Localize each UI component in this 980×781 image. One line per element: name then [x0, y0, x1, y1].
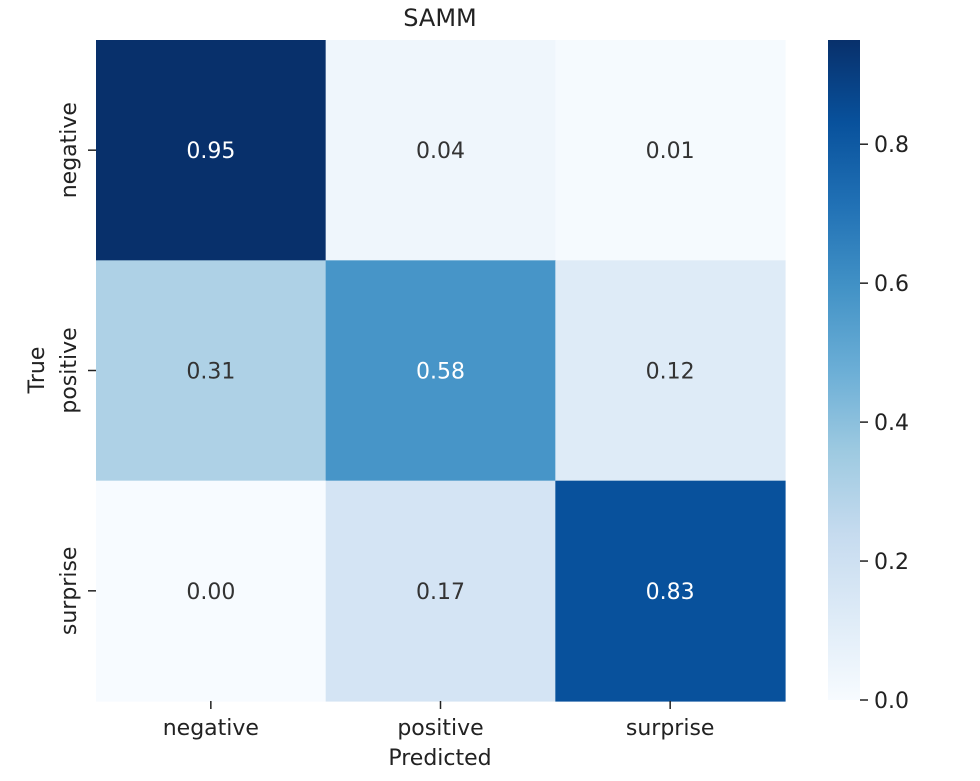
colorbar-tick-label: 0.6 — [874, 272, 909, 297]
cell-value-label: 0.83 — [646, 580, 695, 605]
heatmap-cell-surprise-negative — [96, 480, 327, 702]
heatmap-cell-positive-positive — [325, 260, 556, 482]
heatmap-cells — [96, 40, 786, 702]
colorbar-tick-label: 0.8 — [874, 133, 909, 158]
colorbar-tick-label: 0.0 — [874, 689, 909, 714]
heatmap-cell-positive-surprise — [555, 260, 786, 482]
x-tick-label: surprise — [626, 716, 715, 741]
heatmap-cell-negative-surprise — [555, 40, 786, 261]
chart-title: SAMM — [403, 4, 477, 32]
heatmap-cell-positive-negative — [96, 260, 327, 482]
x-axis: negative positive surprise — [163, 701, 715, 741]
heatmap-cell-negative-positive — [325, 40, 556, 261]
cell-value-label: 0.95 — [186, 139, 235, 164]
y-tick-label: surprise — [57, 547, 82, 636]
y-axis-label: True — [25, 347, 50, 395]
y-tick-label: negative — [57, 102, 82, 198]
colorbar-tick-label: 0.4 — [874, 411, 909, 436]
heatmap-cell-surprise-surprise — [555, 480, 786, 702]
cell-value-label: 0.04 — [416, 139, 465, 164]
heatmap-cell-surprise-positive — [325, 480, 556, 702]
x-tick-label: positive — [397, 716, 483, 741]
y-axis: negative positive surprise — [57, 102, 96, 635]
cell-value-label: 0.00 — [186, 580, 235, 605]
heatmap-cell-negative-negative — [96, 40, 327, 261]
x-axis-label: Predicted — [388, 746, 491, 771]
colorbar-gradient — [828, 40, 860, 700]
cell-value-label: 0.58 — [416, 360, 465, 385]
colorbar-tick-label: 0.2 — [874, 550, 909, 575]
cell-value-label: 0.01 — [646, 139, 695, 164]
heatmap-cell-labels: 0.95 0.04 0.01 0.31 0.58 0.12 0.00 0.17 0.83 — [186, 139, 694, 605]
cell-value-label: 0.17 — [416, 580, 465, 605]
cell-value-label: 0.12 — [646, 360, 695, 385]
x-tick-label: negative — [163, 716, 259, 741]
y-tick-label: positive — [57, 327, 82, 413]
colorbar: 0.0 0.2 0.4 0.6 0.8 — [828, 40, 909, 714]
cell-value-label: 0.31 — [186, 360, 235, 385]
